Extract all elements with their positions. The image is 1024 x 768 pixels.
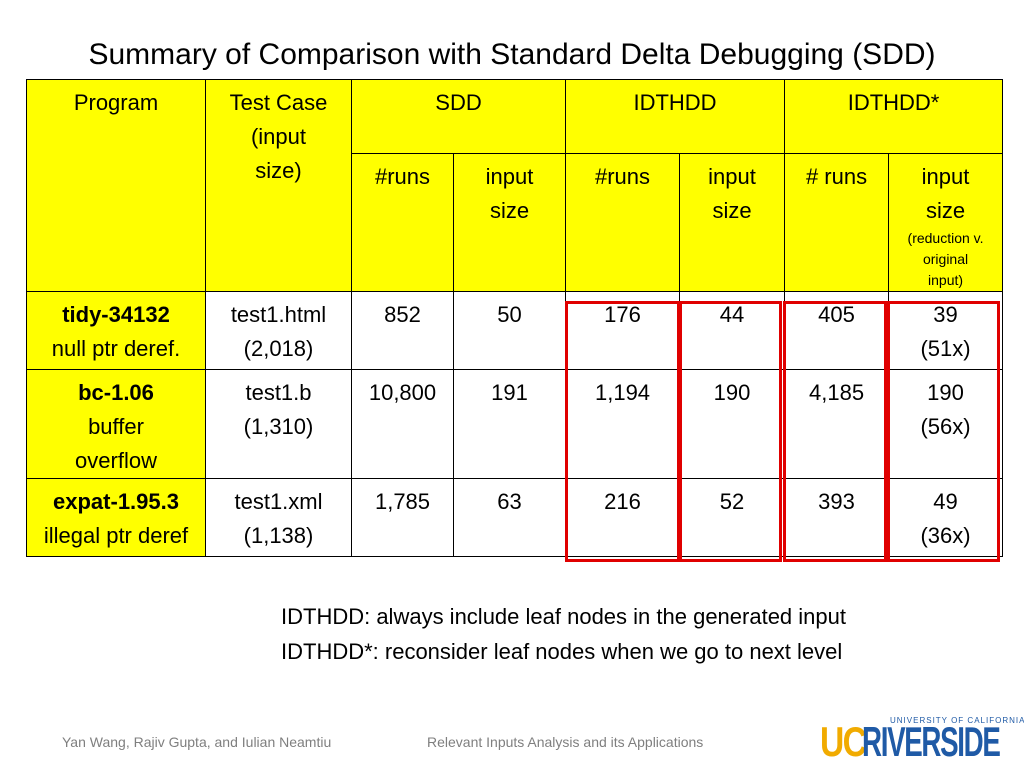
header-sdd-runs: #runs xyxy=(351,153,454,292)
legend: IDTHDD: always include leaf nodes in the… xyxy=(281,599,846,669)
reduction-ratio: (51x) xyxy=(920,336,971,361)
legend-line-idthdd-star: IDTHDD*: reconsider leaf nodes when we g… xyxy=(281,639,843,664)
sdd-size-cell: 50 xyxy=(452,291,567,370)
input-size-line1: input xyxy=(708,164,756,189)
sdd-runs-cell: 10,800 xyxy=(351,369,454,479)
test-size: (2,018) xyxy=(243,336,314,361)
idthdd-star-size-cell: 190 (56x) xyxy=(888,369,1004,479)
program-name: expat-1.95.3 xyxy=(53,489,179,514)
slide-title: Summary of Comparison with Standard Delt… xyxy=(88,38,936,71)
test-file: test1.b xyxy=(245,380,312,405)
sdd-size-cell: 191 xyxy=(452,369,567,479)
program-name: tidy-34132 xyxy=(62,302,170,327)
reduction-ratio: (36x) xyxy=(920,523,971,548)
reduced-size: 39 xyxy=(933,302,958,327)
input-size-line1: input xyxy=(921,164,970,189)
reduced-size: 190 xyxy=(927,380,964,405)
header-test-case-line2: (input xyxy=(250,124,307,149)
test-case-cell: test1.b (1,310) xyxy=(205,369,352,479)
header-sdd-input-size: input size xyxy=(452,153,567,292)
header-idthdd-star-runs: # runs xyxy=(784,153,890,292)
sdd-runs-cell: 1,785 xyxy=(351,478,454,557)
header-group-idthdd: IDTHDD xyxy=(565,79,786,154)
table-row: expat-1.95.3 illegal ptr deref test1.xml… xyxy=(26,478,1004,557)
reduction-note-line3: input) xyxy=(928,272,964,288)
reduction-note: (reduction v. original input) xyxy=(891,228,1000,291)
program-cell: tidy-34132 null ptr deref. xyxy=(26,291,206,370)
program-desc: illegal ptr deref xyxy=(43,523,189,548)
footer-authors: Yan Wang, Rajiv Gupta, and Iulian Neamti… xyxy=(62,734,332,750)
test-size: (1,310) xyxy=(243,414,314,439)
logo-riverside-text: RIVERSIDE xyxy=(862,718,1001,765)
reduction-note-line2: original xyxy=(922,251,969,267)
reduction-ratio: (56x) xyxy=(920,414,971,439)
program-cell: bc-1.06 buffer overflow xyxy=(26,369,206,479)
highlight-box-idthdd-size xyxy=(679,301,782,562)
test-file: test1.html xyxy=(230,302,327,327)
test-case-cell: test1.html (2,018) xyxy=(205,291,352,370)
highlight-box-idthdd-runs xyxy=(565,301,680,562)
reduction-note-line1: (reduction v. xyxy=(907,230,984,246)
idthdd-runs-cell: 176 xyxy=(565,291,681,370)
test-case-cell: test1.xml (1,138) xyxy=(205,478,352,557)
header-test-case-line1: Test Case xyxy=(229,90,328,115)
header-group-sdd: SDD xyxy=(350,79,567,154)
header-test-case: Test Case (input size) xyxy=(205,79,352,292)
idthdd-star-size-cell: 39 (51x) xyxy=(888,291,1004,370)
input-size-line2: size xyxy=(925,198,966,223)
sdd-runs-cell: 852 xyxy=(351,291,454,370)
reduced-size: 49 xyxy=(933,489,958,514)
ucr-logo: UNIVERSITY OF CALIFORNIA UC RIVERSIDE xyxy=(820,716,1024,765)
header-program: Program xyxy=(26,79,206,292)
test-size: (1,138) xyxy=(243,523,314,548)
sdd-size-cell: 63 xyxy=(452,478,567,557)
program-desc: null ptr deref. xyxy=(51,336,181,361)
program-desc: overflow xyxy=(75,448,157,473)
table-row: tidy-34132 null ptr deref. test1.html (2… xyxy=(26,291,1004,370)
highlight-box-idthdd-star-size xyxy=(887,301,1000,562)
comparison-table: Program Test Case (input size) SDD IDTHD… xyxy=(26,79,1004,557)
header-group-idthdd-star: IDTHDD* xyxy=(784,79,1004,154)
logo-uc-text: UC xyxy=(820,718,867,765)
logo-university-text: UNIVERSITY OF CALIFORNIA xyxy=(890,716,1024,725)
header-idthdd-input-size: input size xyxy=(679,153,786,292)
table-row: bc-1.06 buffer overflow test1.b (1,310) … xyxy=(26,369,1004,479)
program-name: bc-1.06 xyxy=(78,380,154,405)
highlight-box-idthdd-star-runs xyxy=(783,301,887,562)
program-desc: buffer xyxy=(88,414,144,439)
table-header-row: Program Test Case (input size) SDD IDTHD… xyxy=(26,79,1004,292)
input-size-line1: input xyxy=(485,164,534,189)
footer-talk-title: Relevant Inputs Analysis and its Applica… xyxy=(427,734,704,750)
header-idthdd-star-input-size: input size (reduction v. original input) xyxy=(888,153,1004,292)
idthdd-star-runs-cell: 393 xyxy=(784,478,890,557)
header-test-case-line3: size) xyxy=(255,158,302,183)
idthdd-size-cell: 52 xyxy=(679,478,786,557)
idthdd-star-size-cell: 49 (36x) xyxy=(888,478,1004,557)
header-idthdd-runs: #runs xyxy=(565,153,681,292)
idthdd-runs-cell: 216 xyxy=(565,478,681,557)
input-size-line2: size xyxy=(489,198,530,223)
input-size-line2: size xyxy=(712,198,752,223)
legend-line-idthdd: IDTHDD: always include leaf nodes in the… xyxy=(281,604,846,629)
program-cell: expat-1.95.3 illegal ptr deref xyxy=(26,478,206,557)
idthdd-size-cell: 44 xyxy=(679,291,786,370)
test-file: test1.xml xyxy=(234,489,323,514)
